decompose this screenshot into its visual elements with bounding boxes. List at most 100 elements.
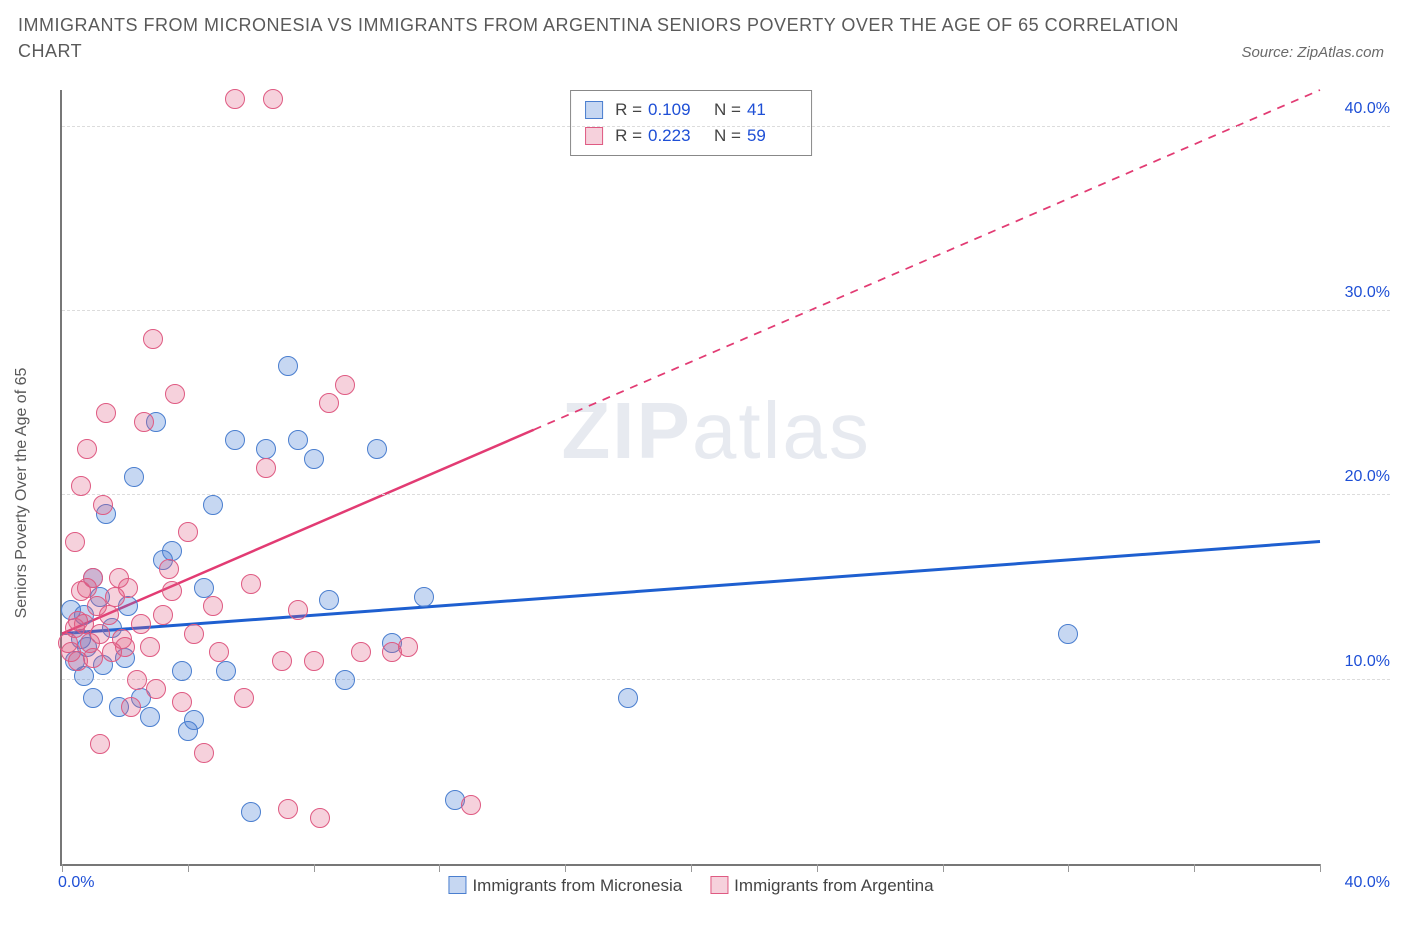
- legend-swatch: [448, 876, 466, 894]
- data-point-argentina: [319, 393, 339, 413]
- data-point-micronesia: [216, 661, 236, 681]
- data-point-micronesia: [162, 541, 182, 561]
- y-tick-label: 40.0%: [1326, 100, 1390, 118]
- data-point-argentina: [115, 637, 135, 657]
- x-origin-label: 0.0%: [58, 874, 94, 892]
- data-point-argentina: [209, 642, 229, 662]
- data-point-micronesia: [124, 467, 144, 487]
- x-tick: [691, 864, 692, 872]
- data-point-argentina: [335, 375, 355, 395]
- data-point-argentina: [77, 439, 97, 459]
- data-point-argentina: [83, 568, 103, 588]
- data-point-micronesia: [288, 430, 308, 450]
- gridline: [62, 310, 1390, 311]
- data-point-micronesia: [184, 710, 204, 730]
- data-point-argentina: [127, 670, 147, 690]
- series-label: Immigrants from Argentina: [734, 876, 933, 895]
- n-label: N =: [714, 123, 741, 149]
- data-point-argentina: [256, 458, 276, 478]
- legend-swatch: [585, 127, 603, 145]
- data-point-argentina: [172, 692, 192, 712]
- data-point-argentina: [83, 648, 103, 668]
- data-point-micronesia: [304, 449, 324, 469]
- data-point-argentina: [203, 596, 223, 616]
- data-point-argentina: [310, 808, 330, 828]
- data-point-micronesia: [194, 578, 214, 598]
- r-label: R =: [615, 123, 642, 149]
- data-point-argentina: [234, 688, 254, 708]
- series-legend-item-argentina: Immigrants from Argentina: [710, 876, 933, 896]
- data-point-argentina: [93, 495, 113, 515]
- data-point-micronesia: [140, 707, 160, 727]
- data-point-argentina: [153, 605, 173, 625]
- data-point-micronesia: [172, 661, 192, 681]
- y-axis-label: Seniors Poverty Over the Age of 65: [13, 368, 31, 619]
- plot-region: ZIPatlas R =0.109N =41R =0.223N =59 0.0%…: [60, 90, 1320, 866]
- legend-row-micronesia: R =0.109 N =41: [585, 97, 797, 123]
- x-tick: [314, 864, 315, 872]
- n-label: N =: [714, 97, 741, 123]
- data-point-argentina: [140, 637, 160, 657]
- n-value: 59: [747, 123, 797, 149]
- x-max-label: 40.0%: [1326, 874, 1390, 892]
- x-tick: [188, 864, 189, 872]
- data-point-argentina: [71, 476, 91, 496]
- x-tick: [1320, 864, 1321, 872]
- data-point-argentina: [90, 734, 110, 754]
- data-point-argentina: [184, 624, 204, 644]
- data-point-argentina: [134, 412, 154, 432]
- x-tick: [62, 864, 63, 872]
- data-point-argentina: [263, 89, 283, 109]
- data-point-micronesia: [203, 495, 223, 515]
- data-point-micronesia: [319, 590, 339, 610]
- n-value: 41: [747, 97, 797, 123]
- data-point-argentina: [241, 574, 261, 594]
- data-point-argentina: [162, 581, 182, 601]
- gridline: [62, 494, 1390, 495]
- data-point-argentina: [461, 795, 481, 815]
- data-point-argentina: [278, 799, 298, 819]
- data-point-micronesia: [278, 356, 298, 376]
- legend-row-argentina: R =0.223 N =59: [585, 123, 797, 149]
- y-tick-label: 20.0%: [1326, 468, 1390, 486]
- gridline: [62, 126, 1390, 127]
- legend-swatch: [585, 101, 603, 119]
- data-point-micronesia: [83, 688, 103, 708]
- data-point-argentina: [272, 651, 292, 671]
- data-point-micronesia: [256, 439, 276, 459]
- series-legend-item-micronesia: Immigrants from Micronesia: [448, 876, 682, 896]
- data-point-micronesia: [335, 670, 355, 690]
- data-point-argentina: [165, 384, 185, 404]
- data-point-micronesia: [414, 587, 434, 607]
- data-point-argentina: [121, 697, 141, 717]
- x-tick: [1068, 864, 1069, 872]
- data-point-micronesia: [241, 802, 261, 822]
- data-point-argentina: [194, 743, 214, 763]
- chart-area: Seniors Poverty Over the Age of 65 ZIPat…: [42, 90, 1390, 896]
- data-point-argentina: [225, 89, 245, 109]
- data-point-micronesia: [1058, 624, 1078, 644]
- data-point-argentina: [143, 329, 163, 349]
- y-tick-label: 10.0%: [1326, 653, 1390, 671]
- r-value: 0.109: [648, 97, 698, 123]
- data-point-argentina: [99, 605, 119, 625]
- r-value: 0.223: [648, 123, 698, 149]
- data-point-argentina: [146, 679, 166, 699]
- series-legend: Immigrants from Micronesia Immigrants fro…: [448, 876, 933, 896]
- chart-title: IMMIGRANTS FROM MICRONESIA VS IMMIGRANTS…: [18, 12, 1206, 64]
- data-point-argentina: [304, 651, 324, 671]
- legend-swatch: [710, 876, 728, 894]
- x-tick: [817, 864, 818, 872]
- r-label: R =: [615, 97, 642, 123]
- series-label: Immigrants from Micronesia: [472, 876, 682, 895]
- source-credit: Source: ZipAtlas.com: [1241, 44, 1384, 61]
- data-point-argentina: [90, 624, 110, 644]
- data-point-micronesia: [618, 688, 638, 708]
- x-tick: [1194, 864, 1195, 872]
- data-point-argentina: [118, 578, 138, 598]
- correlation-legend: R =0.109 N =41 R =0.223 N =59: [570, 90, 812, 156]
- data-point-micronesia: [225, 430, 245, 450]
- data-point-micronesia: [367, 439, 387, 459]
- gridline: [62, 679, 1390, 680]
- data-point-argentina: [178, 522, 198, 542]
